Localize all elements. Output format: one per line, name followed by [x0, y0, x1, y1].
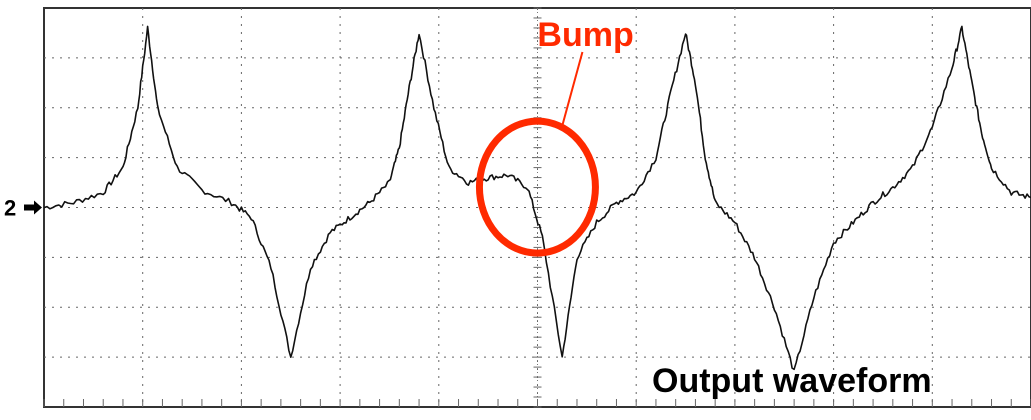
output-waveform-caption: Output waveform — [652, 362, 932, 400]
waveform-trace — [43, 25, 1031, 371]
grid — [43, 7, 1031, 408]
channel-2-marker: 2 — [4, 196, 16, 221]
bump-leader-line — [561, 51, 584, 126]
bump-highlight-circle — [475, 117, 599, 257]
bump-annotation-label: Bump — [537, 16, 633, 54]
channel-marker-arrow-icon — [24, 200, 42, 215]
